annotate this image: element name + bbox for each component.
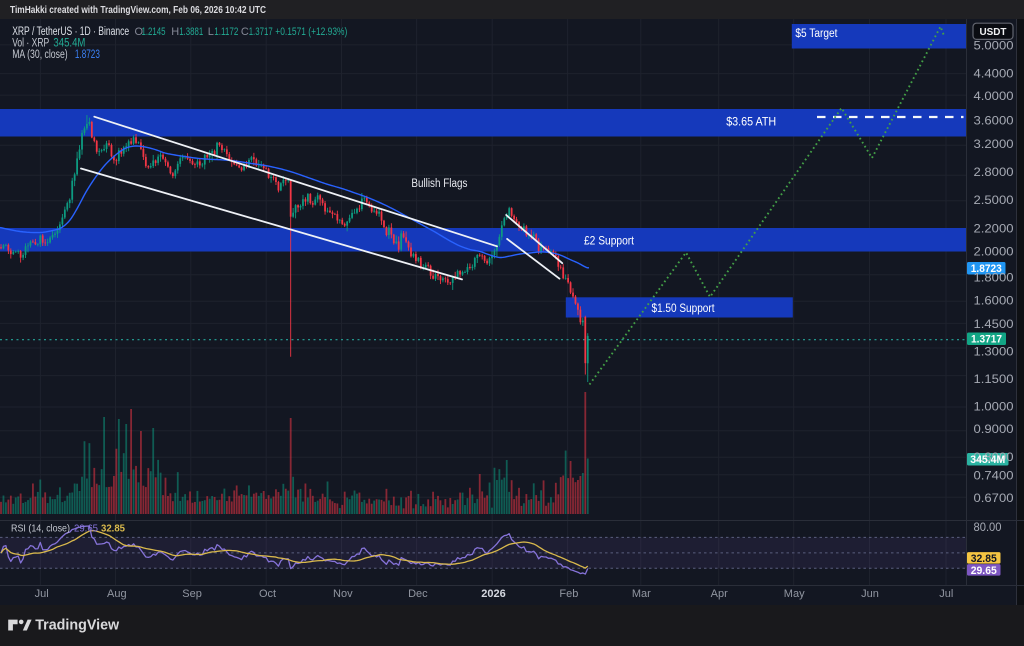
svg-text:4.4000: 4.4000 [974, 67, 1014, 81]
svg-text:1.4500: 1.4500 [974, 317, 1014, 331]
svg-text:0.7400: 0.7400 [974, 469, 1014, 483]
svg-text:3.2000: 3.2000 [974, 137, 1014, 151]
svg-text:Dec: Dec [408, 588, 428, 600]
svg-text:Vol · XRP: Vol · XRP [12, 37, 49, 49]
svg-text:1.8723: 1.8723 [75, 49, 100, 61]
svg-text:Jul: Jul [939, 588, 953, 600]
svg-text:May: May [784, 588, 805, 600]
svg-text:0.9000: 0.9000 [974, 422, 1014, 436]
svg-text:Jul: Jul [35, 588, 49, 600]
svg-text:Mar: Mar [632, 588, 651, 600]
svg-text:O: O [135, 26, 144, 38]
svg-text:4.0000: 4.0000 [974, 89, 1014, 103]
svg-text:C: C [241, 26, 249, 38]
svg-text:$5 Target: $5 Target [795, 28, 838, 40]
svg-text:0.6700: 0.6700 [974, 491, 1014, 505]
svg-text:0.8000: 0.8000 [974, 450, 1014, 464]
svg-text:Sep: Sep [182, 588, 202, 600]
svg-text:1.0000: 1.0000 [974, 400, 1014, 414]
svg-text:Nov: Nov [333, 588, 353, 600]
svg-text:1.3717: 1.3717 [249, 26, 273, 38]
svg-text:32.85: 32.85 [101, 523, 125, 535]
svg-text:345.4M: 345.4M [53, 37, 85, 49]
svg-text:345.4M: 345.4M [970, 454, 1005, 466]
svg-text:Oct: Oct [259, 588, 276, 600]
svg-text:32.85: 32.85 [971, 553, 997, 565]
svg-text:TradingView: TradingView [35, 618, 120, 634]
svg-text:1.1500: 1.1500 [974, 372, 1014, 386]
svg-text:Apr: Apr [711, 588, 728, 600]
svg-text:1.2145: 1.2145 [142, 26, 166, 38]
svg-text:2.2000: 2.2000 [974, 222, 1014, 236]
svg-text:TimHakki created with TradingV: TimHakki created with TradingView.com, F… [10, 5, 266, 16]
svg-text:1.8000: 1.8000 [974, 271, 1014, 285]
svg-text:$1.50 Support: $1.50 Support [652, 303, 716, 315]
svg-text:RSI (14, close): RSI (14, close) [11, 523, 70, 535]
svg-text:1.3881: 1.3881 [179, 26, 203, 38]
svg-text:5.0000: 5.0000 [974, 39, 1014, 53]
svg-text:+0.1571 (+12.93%): +0.1571 (+12.93%) [275, 26, 347, 38]
svg-text:1.3717: 1.3717 [971, 334, 1002, 346]
svg-text:USDT: USDT [980, 26, 1008, 38]
svg-text:XRP / TetherUS · 1D · Binance: XRP / TetherUS · 1D · Binance [12, 26, 129, 38]
svg-text:MA (30, close): MA (30, close) [12, 49, 68, 61]
svg-text:1.1172: 1.1172 [214, 26, 238, 38]
svg-text:1.3000: 1.3000 [974, 345, 1014, 359]
svg-text:H: H [171, 26, 179, 38]
svg-text:1.6000: 1.6000 [974, 294, 1014, 308]
svg-text:Jun: Jun [861, 588, 879, 600]
svg-text:Bullish Flags: Bullish Flags [411, 178, 467, 190]
svg-text:$3.65 ATH: $3.65 ATH [726, 117, 776, 129]
svg-text:£2 Support: £2 Support [584, 236, 635, 248]
svg-text:Feb: Feb [559, 588, 578, 600]
svg-text:3.6000: 3.6000 [974, 114, 1014, 128]
svg-text:2.0000: 2.0000 [974, 245, 1014, 259]
svg-text:80.00: 80.00 [974, 520, 1002, 534]
svg-text:29.65: 29.65 [74, 523, 98, 535]
svg-text:2.8000: 2.8000 [974, 165, 1014, 179]
svg-text:L: L [208, 26, 214, 38]
svg-text:1.8723: 1.8723 [971, 263, 1002, 275]
svg-text:29.65: 29.65 [971, 565, 997, 577]
svg-text:2.5000: 2.5000 [974, 193, 1014, 207]
svg-text:Aug: Aug [107, 588, 127, 600]
svg-text:2026: 2026 [481, 588, 505, 600]
